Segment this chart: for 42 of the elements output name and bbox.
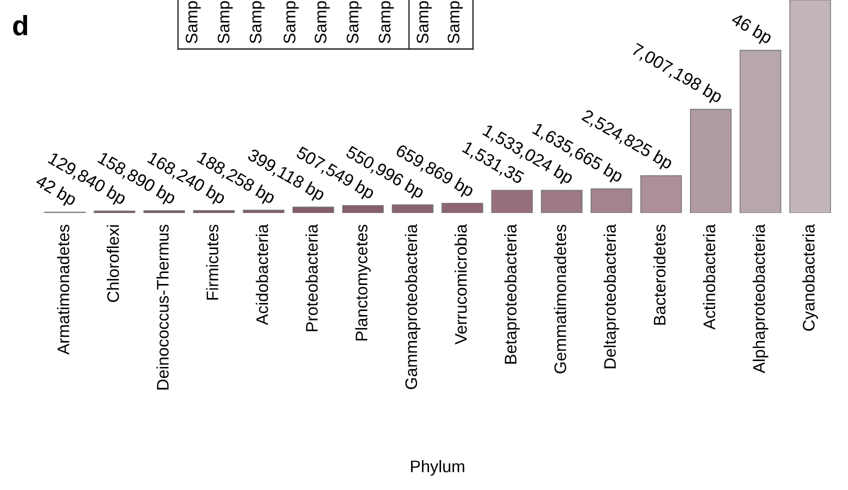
annotation: Samp [314,1,330,44]
annotation: Samp [250,1,265,44]
x-tick-label: Actinobacteria [703,224,716,330]
bar [292,206,334,213]
bar [491,190,533,213]
x-tick-label: Deinococcus-Thermus [156,224,169,390]
bar [590,188,632,213]
bar [540,190,583,213]
x-tick-label: Chloroflexi [106,225,120,302]
x-tick-label: Firmicutes [206,224,218,300]
x-tick-label: Bacteroidetes [653,224,666,325]
x-tick-label: Verrucomicrobia [454,224,467,344]
x-tick-label: Acidobacteria [256,224,268,326]
annotation: Samp [218,1,233,44]
bar [690,108,732,213]
annotation: Samp [346,1,362,44]
x-tick-label: Betaproteobacteria [504,224,520,364]
chart-title: d [13,15,28,36]
annotation: Samp [378,1,394,44]
annotation: Samp [186,1,201,44]
x-tick-label: Alphaproteobacteria [752,224,768,374]
x-tick-label: Planctomycetes [355,224,371,340]
bar [342,205,384,213]
annotation: 46 bp [728,12,774,48]
bar [193,210,235,213]
annotation: Samp [416,1,432,44]
annotation: Samp [448,1,463,44]
x-tick-label: Gammaproteobacteria [404,224,420,390]
bar [392,204,434,213]
x-axis-title: Phylum [411,460,464,476]
bar [740,50,782,213]
bar [789,0,831,213]
bar [442,202,484,213]
x-tick-label: Gemmatimonadetes [554,224,566,374]
bar [242,210,284,213]
bar [640,175,682,213]
x-tick-label: Proteobacteria [306,224,318,332]
annotation: Samp [284,1,299,44]
bar [143,210,186,213]
x-tick-label: Deltaproteobacteria [604,224,620,368]
x-tick-label: Cyanobacteria [802,224,818,331]
x-tick-label: Armatimonadetes [57,224,70,355]
